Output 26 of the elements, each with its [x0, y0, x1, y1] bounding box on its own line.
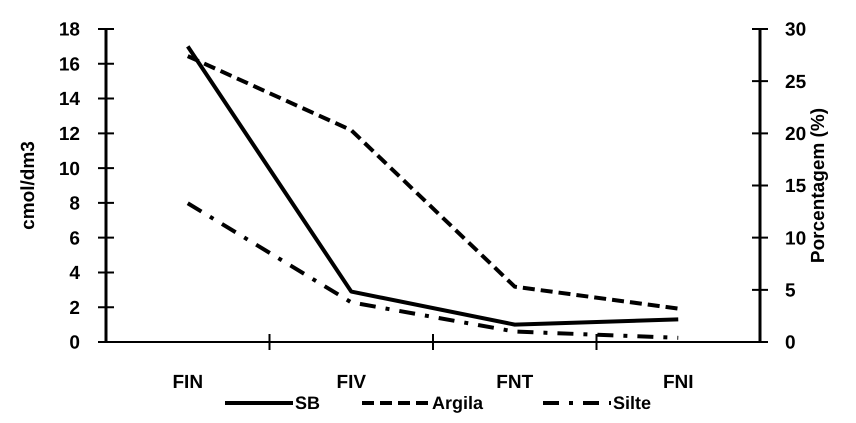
x-tick-label: FNI — [662, 372, 694, 393]
y2-tick-label: 5 — [785, 280, 796, 302]
y-tick-label: 12 — [58, 124, 80, 145]
y2-tick-label: 10 — [785, 228, 806, 250]
legend-label: Silte — [613, 393, 652, 413]
x-tick-label: FIN — [172, 372, 204, 393]
legend-label: SB — [295, 393, 320, 413]
x-tick-label: FIV — [336, 372, 366, 393]
y2-tick-label: 20 — [785, 124, 806, 145]
y2-axis-title: Porcentagem (%) — [808, 108, 829, 264]
y-axis-title: cmol/dm3 — [18, 141, 39, 230]
y-tick-label: 16 — [58, 54, 80, 76]
y2-tick-label: 15 — [785, 176, 807, 198]
y-tick-label: 6 — [69, 228, 80, 250]
legend-label: Argila — [432, 393, 484, 413]
y-tick-label: 4 — [69, 263, 80, 284]
y-tick-label: 2 — [69, 298, 80, 319]
y2-tick-label: 30 — [785, 20, 806, 41]
y-tick-label: 14 — [58, 89, 80, 110]
y-tick-label: 0 — [69, 332, 80, 354]
y-tick-label: 18 — [58, 20, 80, 41]
y-tick-label: 8 — [69, 194, 80, 215]
y2-tick-label: 0 — [785, 332, 796, 354]
y-tick-label: 10 — [58, 158, 80, 180]
x-tick-label: FNT — [496, 372, 534, 393]
y2-tick-label: 25 — [785, 72, 807, 93]
